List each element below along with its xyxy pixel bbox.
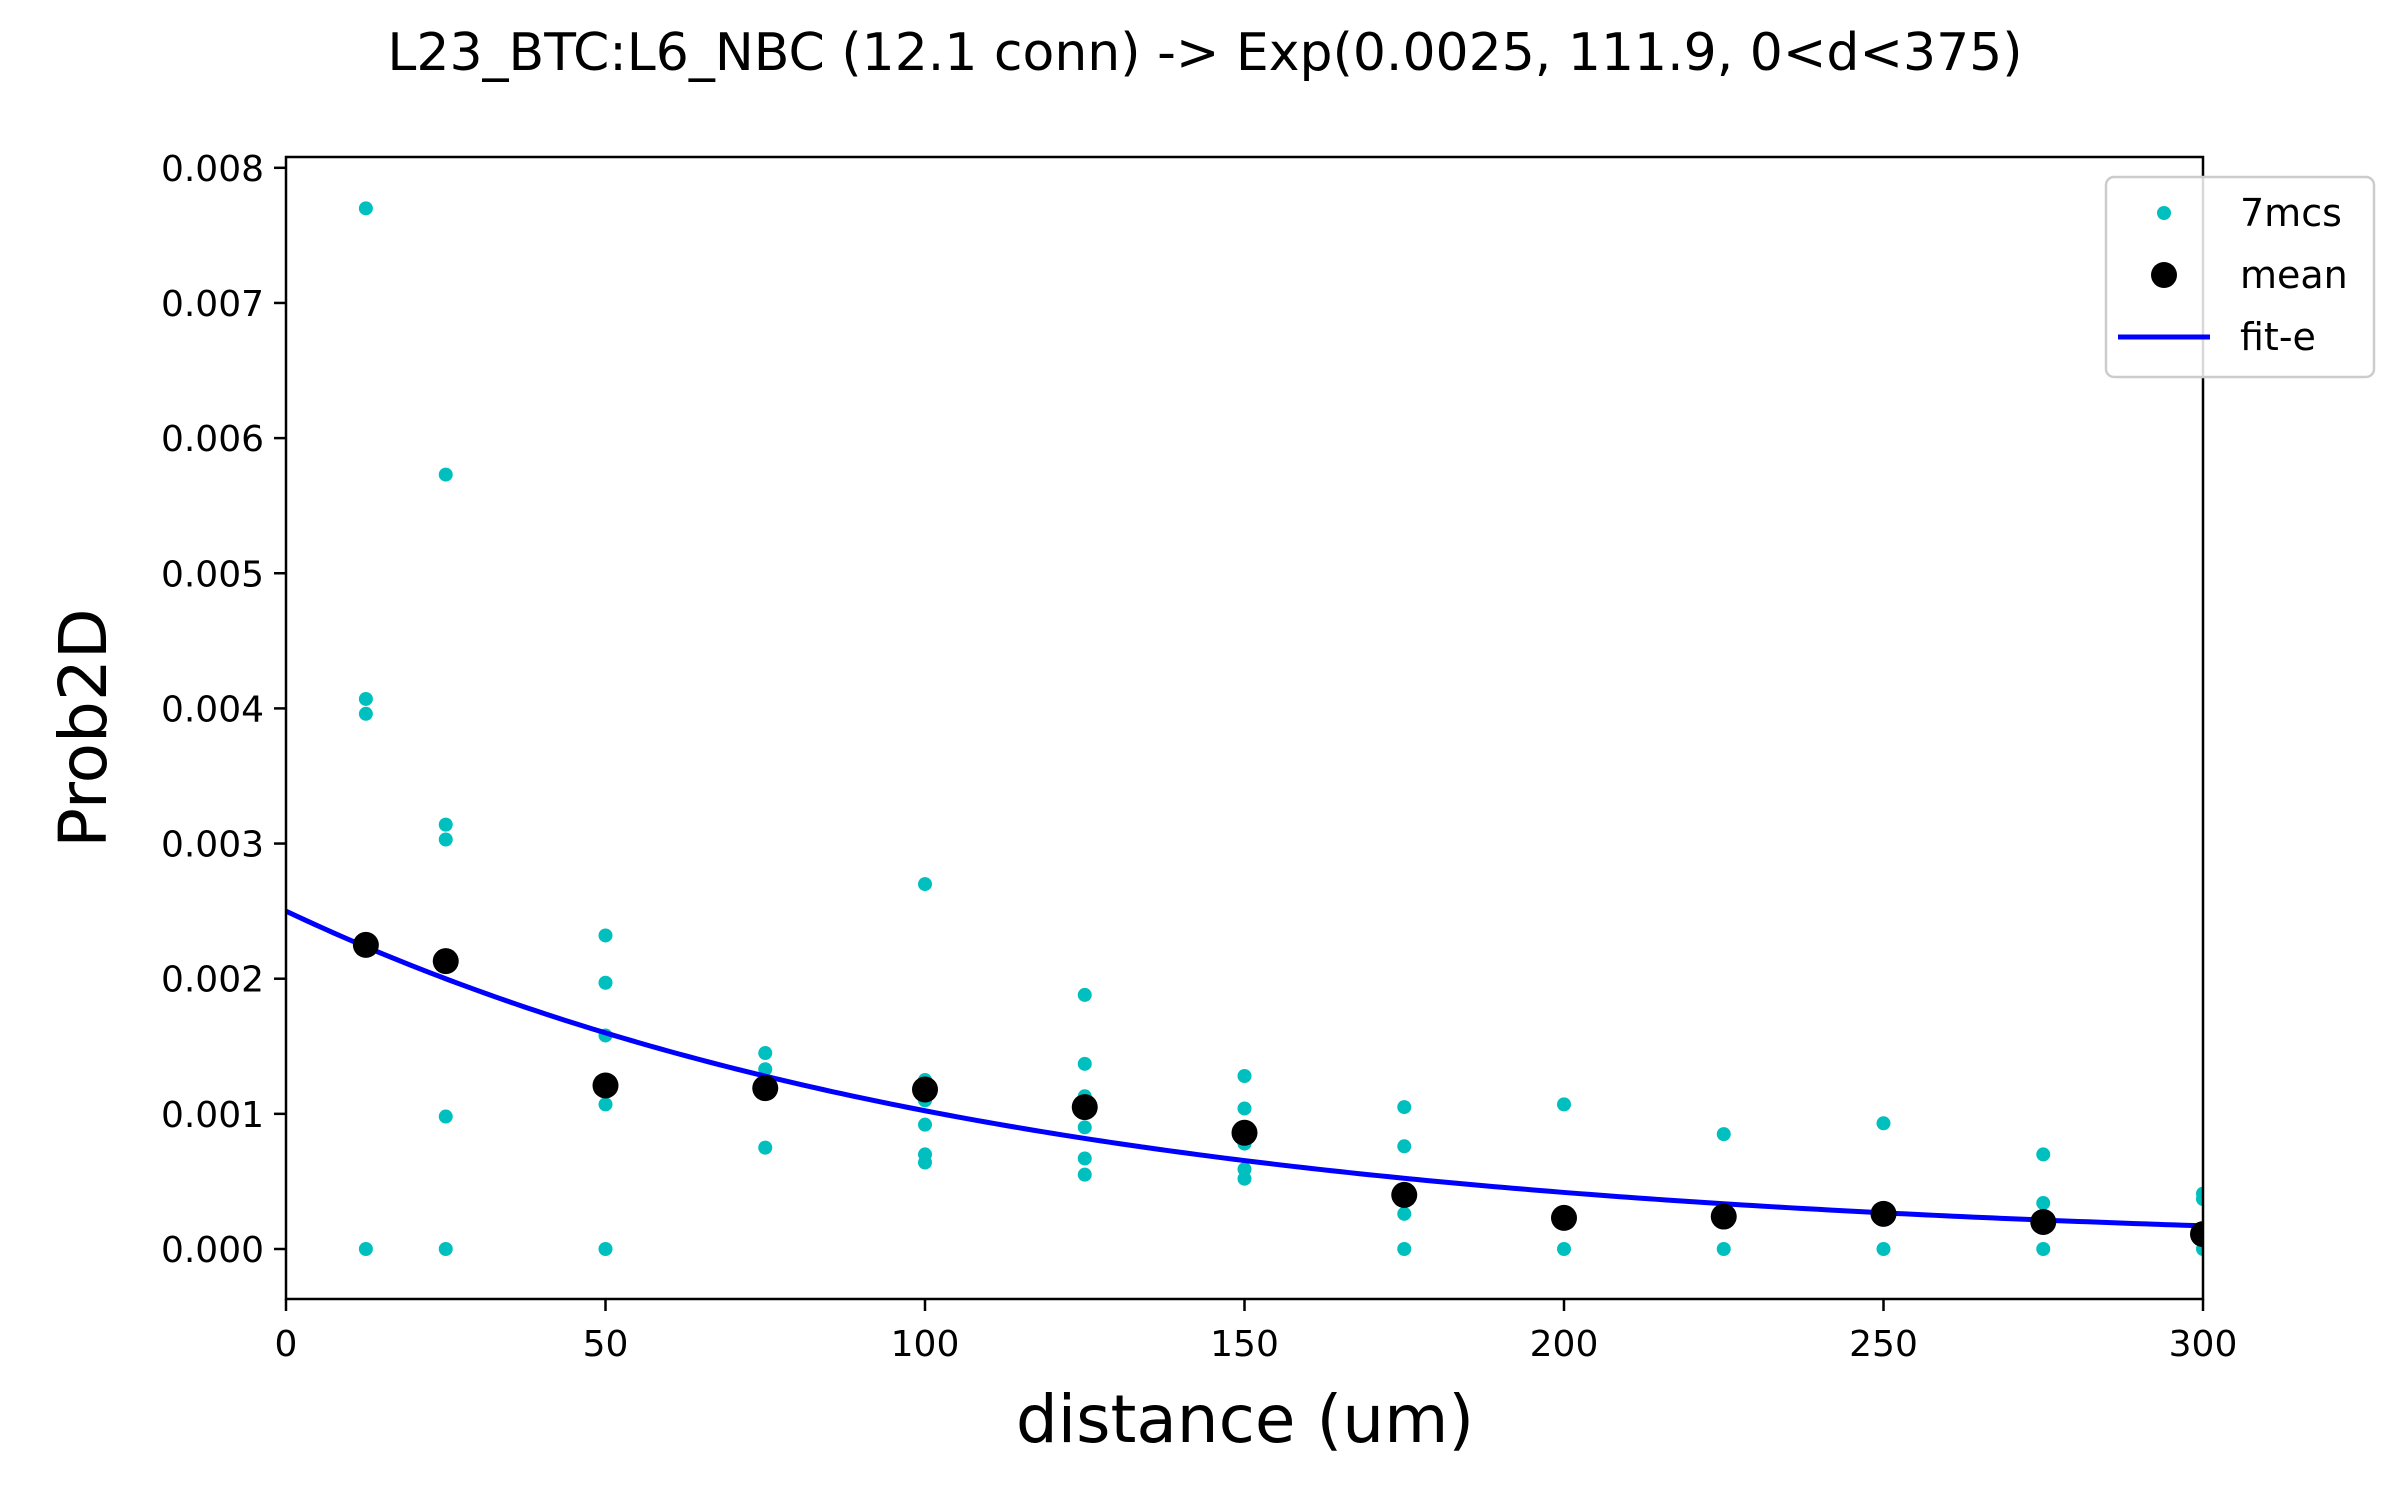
x-axis-label: distance (um) xyxy=(1016,1381,1474,1458)
data-point-7mcs xyxy=(438,467,453,482)
data-point-7mcs xyxy=(1077,1151,1092,1166)
data-point-7mcs xyxy=(1077,1167,1092,1182)
data-point-7mcs xyxy=(1397,1206,1412,1221)
data-point-mean xyxy=(352,931,379,958)
data-point-7mcs xyxy=(2036,1241,2051,1256)
scatter-layer xyxy=(358,201,2203,1256)
data-point-7mcs xyxy=(1237,1069,1252,1084)
data-point-7mcs xyxy=(1876,1116,1891,1131)
data-point-7mcs xyxy=(598,1241,613,1256)
data-point-7mcs xyxy=(758,1140,773,1155)
data-point-mean xyxy=(592,1072,619,1099)
y-axis: 0.000 0.001 0.002 0.003 0.004 0.005 0.006 0.007… xyxy=(161,149,286,1271)
y-tick-label: 0.006 xyxy=(161,419,264,460)
data-point-7mcs xyxy=(2036,1196,2051,1211)
data-point-mean xyxy=(432,948,459,975)
data-point-7mcs xyxy=(358,1241,373,1256)
data-point-7mcs xyxy=(1237,1101,1252,1116)
x-tick-label: 0 xyxy=(275,1324,298,1365)
legend-marker-mean xyxy=(2151,262,2177,288)
legend-marker-7mcs xyxy=(2157,206,2171,220)
data-point-mean xyxy=(1231,1119,1258,1146)
data-point-7mcs xyxy=(598,975,613,990)
data-point-7mcs xyxy=(1397,1139,1412,1154)
data-point-7mcs xyxy=(598,928,613,943)
data-point-7mcs xyxy=(438,1109,453,1124)
data-point-7mcs xyxy=(358,706,373,721)
data-point-7mcs xyxy=(358,691,373,706)
data-point-7mcs xyxy=(438,817,453,832)
y-tick-label: 0.003 xyxy=(161,825,264,866)
data-point-7mcs xyxy=(598,1097,613,1112)
data-point-7mcs xyxy=(1077,1120,1092,1135)
legend-label-fit-e: fit-e xyxy=(2240,315,2316,359)
y-tick-label: 0.001 xyxy=(161,1095,264,1136)
data-point-7mcs xyxy=(918,877,932,892)
data-point-mean xyxy=(1391,1181,1418,1208)
plot-area xyxy=(286,201,2203,1256)
data-point-mean xyxy=(2190,1221,2203,1248)
x-tick-label: 300 xyxy=(2169,1324,2238,1365)
y-axis-label: Prob2D xyxy=(45,608,122,847)
data-point-7mcs xyxy=(1557,1241,1571,1256)
data-point-7mcs xyxy=(918,1155,932,1170)
data-point-7mcs xyxy=(438,832,453,847)
y-tick-label: 0.000 xyxy=(161,1230,264,1271)
legend-frame xyxy=(2104,175,2376,379)
data-point-7mcs xyxy=(1397,1241,1412,1256)
legend-label-7mcs: 7mcs xyxy=(2240,191,2342,235)
data-point-7mcs xyxy=(1077,1056,1092,1071)
mean-layer xyxy=(352,931,2203,1248)
data-point-mean xyxy=(1710,1203,1737,1230)
x-tick-label: 50 xyxy=(583,1324,629,1365)
data-point-7mcs xyxy=(2036,1147,2051,1162)
y-tick-label: 0.005 xyxy=(161,554,264,595)
data-point-7mcs xyxy=(758,1046,773,1061)
data-point-7mcs xyxy=(1077,987,1092,1002)
x-tick-label: 100 xyxy=(891,1324,960,1365)
data-point-7mcs xyxy=(438,1241,453,1256)
data-point-7mcs xyxy=(1237,1171,1252,1186)
data-point-7mcs xyxy=(1876,1241,1891,1256)
data-point-mean xyxy=(1551,1204,1577,1231)
y-tick-label: 0.008 xyxy=(161,149,264,190)
data-point-7mcs xyxy=(2196,1191,2203,1206)
data-point-mean xyxy=(752,1075,779,1102)
chart-title: L23_BTC:L6_NBC (12.1 conn) -> Exp(0.0025… xyxy=(387,23,2022,83)
x-tick-label: 200 xyxy=(1530,1324,1599,1365)
x-tick-label: 250 xyxy=(1849,1324,1918,1365)
data-point-7mcs xyxy=(1716,1127,1731,1142)
data-point-mean xyxy=(912,1076,938,1103)
x-axis: 0 50 100 150 200 250 300 xyxy=(275,1299,2238,1365)
data-point-mean xyxy=(1071,1094,1098,1121)
data-point-mean xyxy=(1870,1200,1897,1227)
y-tick-label: 0.002 xyxy=(161,960,264,1001)
x-tick-label: 150 xyxy=(1210,1324,1279,1365)
data-point-7mcs xyxy=(358,201,373,216)
legend: 7mcs mean fit-e xyxy=(2104,175,2376,379)
data-point-7mcs xyxy=(918,1117,932,1132)
data-point-7mcs xyxy=(1716,1241,1731,1256)
y-tick-label: 0.007 xyxy=(161,284,264,325)
data-point-7mcs xyxy=(1397,1100,1412,1115)
data-point-7mcs xyxy=(1557,1097,1571,1112)
legend-label-mean: mean xyxy=(2240,253,2348,297)
data-point-mean xyxy=(2030,1208,2057,1235)
y-tick-label: 0.004 xyxy=(161,689,264,730)
